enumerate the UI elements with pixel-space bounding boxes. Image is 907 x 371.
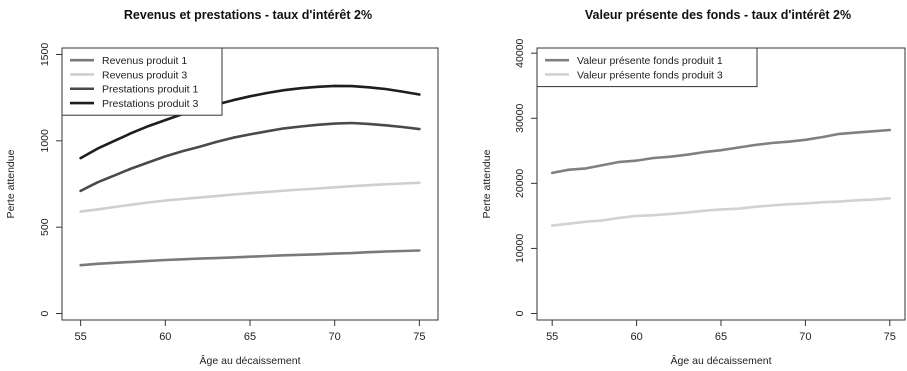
y-axis-label: Perte attendue bbox=[481, 149, 493, 218]
x-tick-label: 65 bbox=[244, 331, 256, 343]
y-tick-label: 20000 bbox=[514, 169, 526, 198]
x-axis-label: Âge au décaissement bbox=[200, 354, 301, 367]
series-line-2 bbox=[550, 197, 892, 227]
chart-title: Valeur présente des fonds - taux d'intér… bbox=[585, 8, 851, 22]
x-tick-label: 75 bbox=[413, 331, 425, 343]
series-line-3 bbox=[79, 121, 421, 193]
x-tick-label: 70 bbox=[329, 331, 341, 343]
x-tick-label: 55 bbox=[75, 331, 87, 343]
legend-label: Prestations produit 3 bbox=[102, 98, 198, 110]
series-line-1 bbox=[550, 128, 892, 175]
y-tick-label: 500 bbox=[39, 218, 51, 236]
series-line-1 bbox=[79, 249, 421, 267]
x-tick-label: 55 bbox=[546, 331, 558, 343]
x-axis-label: Âge au décaissement bbox=[671, 354, 772, 367]
y-tick-label: 10000 bbox=[514, 234, 526, 263]
y-tick-label: 0 bbox=[39, 310, 51, 316]
legend: Valeur présente fonds produit 1 Valeur pr… bbox=[536, 47, 758, 88]
chart-title: Revenus et prestations - taux d'intérêt … bbox=[124, 8, 372, 22]
legend-label: Revenus produit 3 bbox=[102, 69, 187, 81]
chart-panel-2: Valeur présente des fonds - taux d'intér… bbox=[481, 8, 906, 367]
x-tick-label: 75 bbox=[884, 331, 896, 343]
legend-label: Valeur présente fonds produit 3 bbox=[577, 69, 723, 81]
y-tick-label: 0 bbox=[514, 310, 526, 316]
legend-label: Valeur présente fonds produit 1 bbox=[577, 55, 723, 67]
y-axis-label: Perte attendue bbox=[5, 149, 17, 218]
legend-label: Revenus produit 1 bbox=[102, 55, 187, 67]
series-line-4 bbox=[79, 84, 421, 160]
x-tick-label: 65 bbox=[715, 331, 727, 343]
x-tick-label: 70 bbox=[799, 331, 811, 343]
series-line-2 bbox=[79, 181, 421, 213]
y-tick-label: 30000 bbox=[514, 104, 526, 133]
y-tick-label: 1500 bbox=[39, 43, 51, 67]
legend-label: Prestations produit 1 bbox=[102, 84, 198, 96]
x-tick-label: 60 bbox=[630, 331, 642, 343]
x-tick-label: 60 bbox=[159, 331, 171, 343]
y-tick-label: 1000 bbox=[39, 129, 51, 153]
y-tick-label: 40000 bbox=[514, 38, 526, 67]
chart-panel-1: Revenus et prestations - taux d'intérêt … bbox=[5, 8, 439, 367]
plot-frame bbox=[536, 47, 906, 321]
legend-box bbox=[536, 47, 758, 88]
legend: Revenus produit 1 Revenus produit 3 Presta… bbox=[61, 47, 223, 116]
